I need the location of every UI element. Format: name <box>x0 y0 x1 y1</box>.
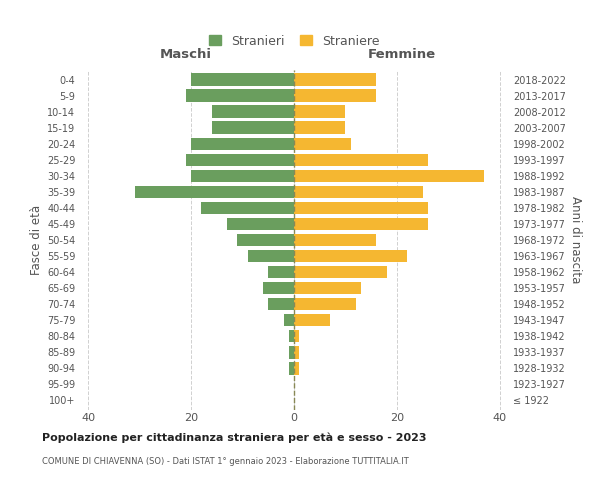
Bar <box>227 218 294 230</box>
Bar <box>294 90 376 102</box>
Bar <box>248 250 294 262</box>
Bar <box>294 106 346 118</box>
Y-axis label: Anni di nascita: Anni di nascita <box>569 196 583 284</box>
Bar <box>294 298 356 310</box>
Bar <box>294 266 386 278</box>
Bar <box>294 330 299 342</box>
Bar <box>191 170 294 182</box>
Bar <box>289 346 294 358</box>
Bar <box>294 138 350 150</box>
Bar <box>294 234 376 246</box>
Bar <box>294 314 330 326</box>
Text: Maschi: Maschi <box>160 48 212 62</box>
Bar <box>294 250 407 262</box>
Bar <box>191 138 294 150</box>
Bar <box>212 106 294 118</box>
Bar <box>186 90 294 102</box>
Bar <box>294 122 346 134</box>
Bar <box>268 266 294 278</box>
Bar <box>294 346 299 358</box>
Bar <box>191 74 294 86</box>
Bar <box>294 218 428 230</box>
Bar <box>294 74 376 86</box>
Bar <box>268 298 294 310</box>
Y-axis label: Fasce di età: Fasce di età <box>29 205 43 275</box>
Text: COMUNE DI CHIAVENNA (SO) - Dati ISTAT 1° gennaio 2023 - Elaborazione TUTTITALIA.: COMUNE DI CHIAVENNA (SO) - Dati ISTAT 1°… <box>42 458 409 466</box>
Bar <box>294 282 361 294</box>
Bar <box>134 186 294 198</box>
Bar <box>294 186 422 198</box>
Bar <box>263 282 294 294</box>
Text: Popolazione per cittadinanza straniera per età e sesso - 2023: Popolazione per cittadinanza straniera p… <box>42 432 427 443</box>
Bar <box>289 330 294 342</box>
Bar <box>238 234 294 246</box>
Bar <box>294 154 428 166</box>
Bar <box>294 362 299 374</box>
Bar <box>212 122 294 134</box>
Text: Femmine: Femmine <box>368 48 436 62</box>
Bar <box>202 202 294 214</box>
Bar <box>294 202 428 214</box>
Bar <box>294 170 484 182</box>
Legend: Stranieri, Straniere: Stranieri, Straniere <box>206 32 382 50</box>
Bar <box>186 154 294 166</box>
Bar <box>289 362 294 374</box>
Bar <box>284 314 294 326</box>
